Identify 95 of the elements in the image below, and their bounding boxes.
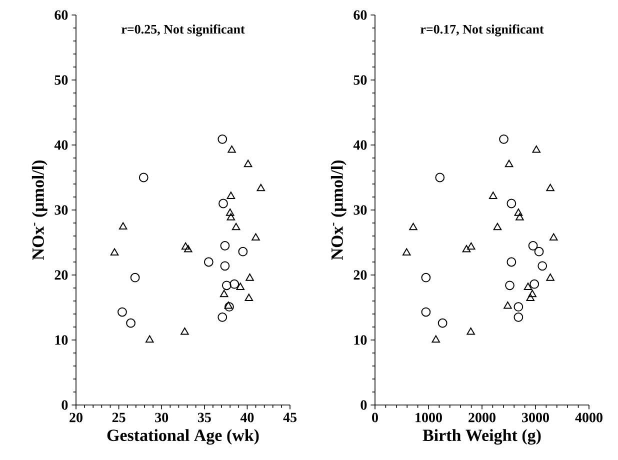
x-tick-label: 35 [198, 412, 211, 422]
point [252, 233, 260, 241]
y-tick-label: 0 [360, 400, 367, 410]
annotation: r=0.17, Not significant [420, 24, 544, 36]
y-axis-title: NOx$^{-}$ (μmol/l) [32, 160, 48, 260]
point [110, 248, 119, 256]
point [126, 318, 136, 328]
x-tick-label: 2000 [468, 412, 496, 422]
point [224, 301, 233, 309]
y-tick-label: 60 [354, 10, 367, 20]
point [218, 198, 228, 208]
y-tick-label: 30 [354, 205, 367, 215]
point [526, 294, 534, 301]
x-tick-label: 20 [70, 412, 82, 422]
y-tick-label: 10 [55, 335, 68, 345]
point [145, 335, 154, 343]
y-tick-label: 40 [353, 140, 367, 150]
point [204, 257, 214, 267]
point [506, 257, 516, 267]
annotation: r=0.25, Not significant [122, 24, 245, 36]
point [226, 208, 234, 216]
point [409, 222, 418, 230]
point [181, 242, 190, 250]
x-tick-label: 40 [240, 412, 254, 422]
point [244, 160, 252, 168]
point [546, 274, 554, 281]
point [466, 327, 475, 335]
point [421, 272, 431, 282]
y-tick-label: 10 [354, 335, 367, 345]
x-tick-label: 30 [155, 412, 168, 422]
point [118, 222, 128, 230]
point [130, 272, 140, 282]
point [228, 145, 236, 153]
point [467, 242, 476, 250]
y-tick-label: 0 [62, 400, 68, 410]
x-axis-title: Birth Weight (g) [422, 429, 541, 445]
y-tick-label: 60 [54, 10, 68, 20]
point [530, 279, 540, 289]
point [180, 327, 189, 335]
point [118, 307, 127, 317]
point [246, 274, 254, 281]
point [532, 145, 540, 153]
point [256, 184, 266, 192]
point [438, 318, 448, 328]
point [499, 134, 508, 144]
point [226, 192, 236, 199]
point [538, 261, 548, 271]
point [244, 294, 254, 301]
y-tick-label: 20 [354, 270, 367, 280]
point [505, 280, 514, 290]
x-tick-label: 25 [112, 412, 126, 422]
point [184, 244, 192, 252]
point [549, 233, 558, 241]
point [534, 246, 544, 256]
point [516, 213, 524, 220]
point [462, 244, 471, 252]
point [218, 312, 228, 322]
y-tick-label: 50 [54, 75, 68, 85]
x-tick-label: 4000 [575, 412, 602, 422]
point [402, 248, 411, 256]
y-tick-label: 50 [354, 75, 367, 85]
y-tick-label: 40 [54, 140, 68, 150]
point [435, 172, 445, 182]
point [226, 213, 236, 220]
y-tick-label: 30 [54, 205, 68, 215]
point [220, 290, 228, 298]
x-axis-title: Gestational Age (wk) [107, 429, 259, 445]
point [238, 246, 248, 256]
point [432, 335, 440, 343]
point [514, 302, 524, 312]
point [546, 184, 554, 192]
point [218, 134, 228, 144]
point [514, 312, 524, 322]
point [220, 261, 230, 271]
point [493, 222, 502, 230]
point [138, 172, 148, 182]
point [220, 241, 230, 250]
point [514, 208, 523, 216]
x-tick-label: 0 [372, 412, 378, 422]
point [504, 160, 514, 168]
y-axis-title: NOx$^{-}$ (μmol/l) [330, 160, 346, 260]
point [506, 198, 516, 208]
point [488, 192, 498, 199]
point [232, 222, 240, 230]
point [528, 241, 538, 250]
y-tick-label: 20 [54, 270, 68, 280]
point [224, 302, 234, 312]
x-tick-label: 45 [283, 412, 296, 422]
point [222, 280, 232, 290]
x-tick-label: 3000 [522, 412, 549, 422]
point [528, 290, 536, 298]
point [524, 282, 532, 290]
x-tick-label: 1000 [416, 412, 442, 422]
point [421, 307, 431, 317]
point [504, 301, 512, 309]
